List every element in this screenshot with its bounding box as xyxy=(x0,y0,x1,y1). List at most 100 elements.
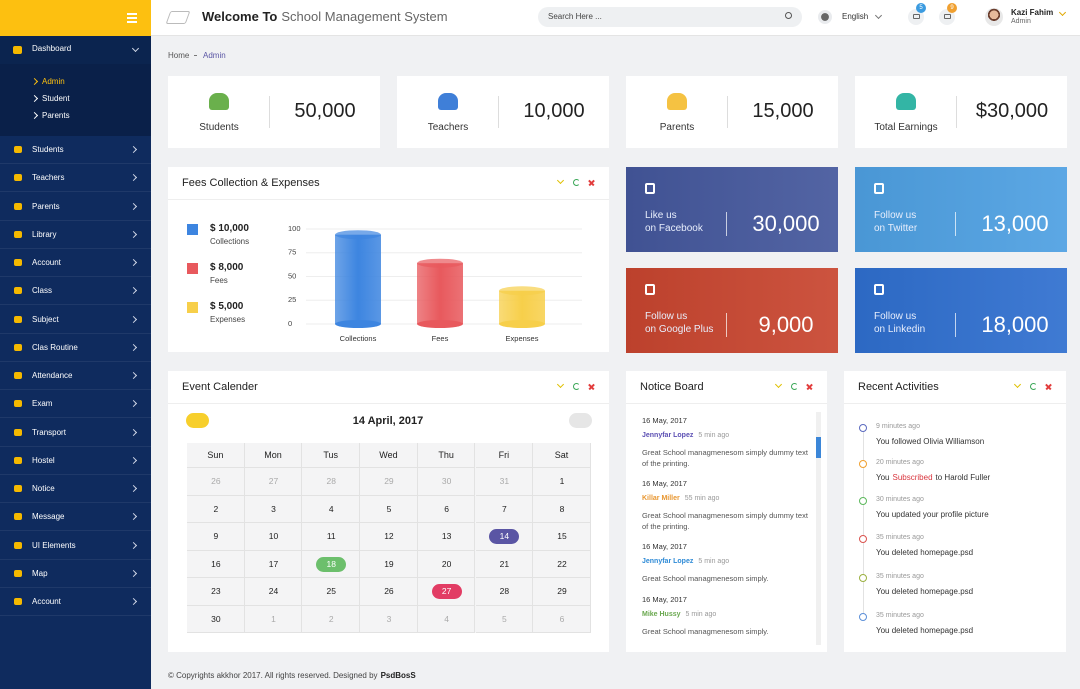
calendar-cell[interactable]: 11 xyxy=(302,523,361,551)
bell-button[interactable] xyxy=(939,9,955,25)
weekday-header: Thu xyxy=(417,443,476,468)
calendar-cell[interactable]: 23 xyxy=(187,578,245,606)
sidebar-item[interactable]: Class xyxy=(0,277,151,306)
calendar-cell[interactable]: 6 xyxy=(533,605,591,633)
user-name[interactable]: Kazi Fahim xyxy=(1011,8,1054,17)
sidebar-item[interactable]: Message xyxy=(0,503,151,532)
sidebar-item[interactable]: Account xyxy=(0,588,151,616)
calendar-cell[interactable]: 17 xyxy=(244,550,303,578)
calendar-cell[interactable]: 7 xyxy=(475,495,534,523)
notice-author[interactable]: Jennyfar Lopez xyxy=(642,558,694,565)
calendar-cell[interactable]: 1 xyxy=(533,468,591,496)
social-card[interactable]: Follow us on Linkedin 18,000 xyxy=(855,268,1067,353)
sidebar-item[interactable]: Parents xyxy=(0,193,151,221)
calendar-cell[interactable]: 4 xyxy=(302,495,361,523)
breadcrumb-link[interactable]: Home xyxy=(168,51,190,60)
sidebar-item[interactable]: Account xyxy=(0,249,151,277)
calendar-cell[interactable]: 31 xyxy=(475,468,534,496)
calendar-cell[interactable]: 29 xyxy=(360,468,418,496)
sidebar-item[interactable]: Attendance xyxy=(0,362,151,390)
calendar-cell[interactable]: 5 xyxy=(360,495,418,523)
calendar-cell[interactable]: 30 xyxy=(187,605,245,633)
sidebar-icon xyxy=(14,287,22,295)
sidebar-item[interactable]: Exam xyxy=(0,390,151,419)
sidebar-item-active[interactable]: Dashboard xyxy=(0,36,151,64)
calendar-cell[interactable]: 9 xyxy=(187,523,245,551)
sidebar-item[interactable]: Notice xyxy=(0,475,151,503)
social-card[interactable]: Follow us on Twitter 13,000 xyxy=(855,167,1067,252)
calendar-cell[interactable]: 25 xyxy=(302,578,361,606)
sidebar-label: Teachers xyxy=(32,173,65,183)
chevron-icon xyxy=(129,400,138,408)
calendar-cell[interactable]: 19 xyxy=(360,550,418,578)
calendar-cell[interactable]: 28 xyxy=(302,468,361,496)
activity-text: You deleted homepage.psd xyxy=(876,626,974,635)
social-card[interactable]: Follow us on Google Plus 9,000 xyxy=(626,268,838,353)
calendar-cell[interactable]: 5 xyxy=(475,605,534,633)
footer-brand[interactable]: PsdBosS xyxy=(380,671,416,680)
calendar-cell[interactable]: 21 xyxy=(475,550,534,578)
sidebar-item[interactable]: Students xyxy=(0,136,151,164)
stat-divider xyxy=(498,96,499,128)
mail-button[interactable] xyxy=(908,9,924,25)
calendar-cell[interactable]: 20 xyxy=(417,550,476,578)
language-select[interactable]: English xyxy=(842,12,869,21)
sidebar-item[interactable]: Map xyxy=(0,560,151,588)
calendar-cell[interactable]: 18 xyxy=(302,550,361,578)
calendar-cell[interactable]: 4 xyxy=(417,605,476,633)
refresh-button[interactable] xyxy=(1030,383,1037,390)
calendar-cell[interactable]: 2 xyxy=(302,605,361,633)
other-month-day: 26 xyxy=(211,476,221,486)
calendar-cell[interactable]: 8 xyxy=(533,495,591,523)
sidebar-item[interactable]: UI Elements xyxy=(0,532,151,560)
sidebar-label: Parents xyxy=(32,201,60,211)
submenu-item[interactable]: Admin xyxy=(42,77,65,86)
submenu-item[interactable]: Parents xyxy=(42,111,70,120)
calendar-cell[interactable]: 2 xyxy=(187,495,245,523)
calendar-cell[interactable]: 27 xyxy=(417,578,476,606)
refresh-button[interactable] xyxy=(573,179,580,186)
user-avatar[interactable] xyxy=(985,8,1003,26)
refresh-button[interactable] xyxy=(573,383,580,390)
other-month-day: 6 xyxy=(559,613,565,624)
calendar-cell[interactable]: 13 xyxy=(417,523,476,551)
sidebar-item[interactable]: Transport xyxy=(0,419,151,447)
calendar-cell[interactable]: 22 xyxy=(533,550,591,578)
search-box[interactable]: Search Here ... xyxy=(538,7,802,27)
calendar-cell[interactable]: 1 xyxy=(244,605,303,633)
calendar-cell[interactable]: 16 xyxy=(187,550,245,578)
refresh-button[interactable] xyxy=(791,383,798,390)
calendar-cell[interactable]: 26 xyxy=(187,468,245,496)
chevron-icon xyxy=(129,484,138,493)
sidebar-item[interactable]: Teachers xyxy=(0,164,151,193)
notice-author[interactable]: Killar Miller xyxy=(642,495,680,502)
legend-label: Fees xyxy=(210,276,228,285)
social-card[interactable]: Like us on Facebook 30,000 xyxy=(626,167,838,252)
sidebar-item[interactable]: Library xyxy=(0,221,151,249)
calendar-cell[interactable]: 30 xyxy=(417,468,476,496)
calendar-cell[interactable]: 29 xyxy=(533,578,591,606)
notice-author[interactable]: Mike Hussy xyxy=(642,611,681,618)
calendar-cell[interactable]: 3 xyxy=(360,605,418,633)
globe-icon[interactable] xyxy=(818,10,832,24)
prev-month-button[interactable] xyxy=(186,413,209,428)
submenu-item[interactable]: Student xyxy=(42,94,70,103)
sidebar-item[interactable]: Subject xyxy=(0,306,151,334)
calendar-cell[interactable]: 12 xyxy=(360,523,418,551)
calendar-cell[interactable]: 14 xyxy=(475,523,534,551)
calendar-cell[interactable]: 27 xyxy=(244,468,303,496)
sidebar-item[interactable]: Clas Routine xyxy=(0,334,151,362)
notice-author[interactable]: Jennyfar Lopez xyxy=(642,432,694,439)
activity-time: 35 minutes ago xyxy=(876,534,924,541)
calendar-cell[interactable]: 10 xyxy=(244,523,303,551)
calendar-cell[interactable]: 26 xyxy=(360,578,418,606)
stat-label: Total Earnings xyxy=(874,122,938,133)
calendar-cell[interactable]: 6 xyxy=(417,495,476,523)
calendar-cell[interactable]: 28 xyxy=(475,578,534,606)
calendar-cell[interactable]: 3 xyxy=(244,495,303,523)
next-month-button[interactable] xyxy=(569,413,592,428)
sidebar-item[interactable]: Hostel xyxy=(0,447,151,475)
calendar-cell[interactable]: 24 xyxy=(244,578,303,606)
calendar-cell[interactable]: 15 xyxy=(533,523,591,551)
notice-date: 16 May, 2017 xyxy=(642,542,687,551)
